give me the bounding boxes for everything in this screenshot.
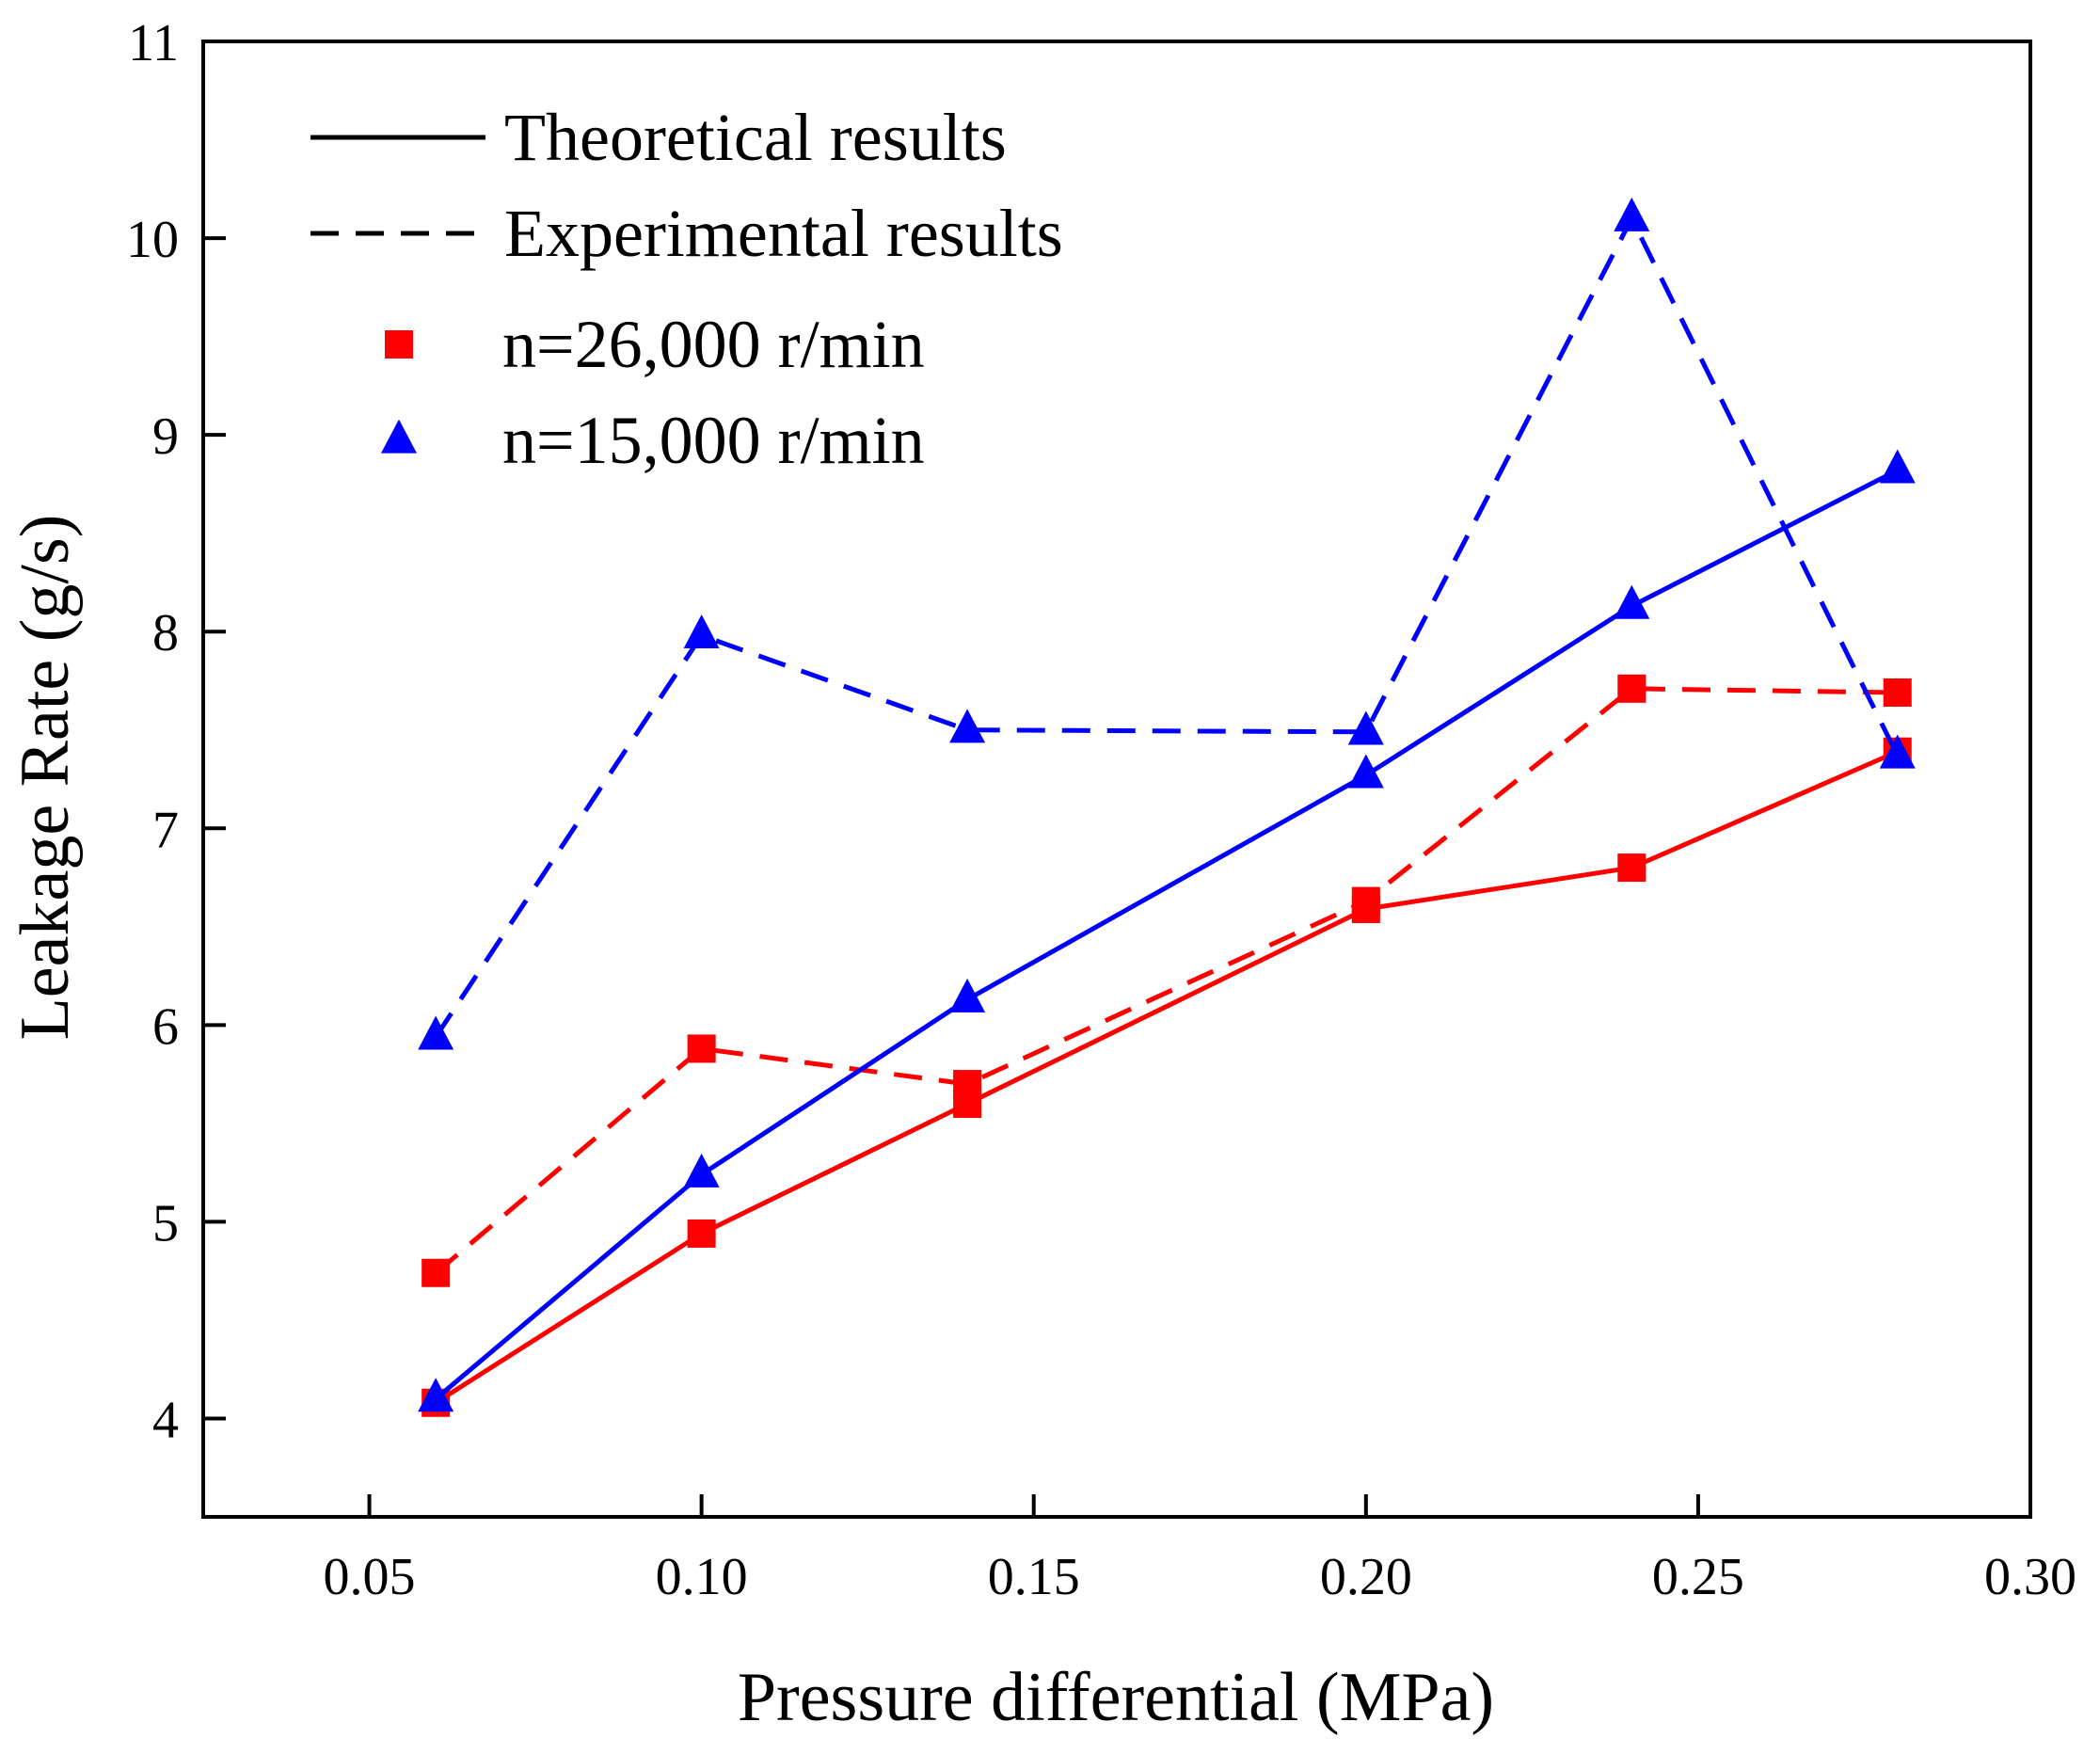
series-3-point-1 [418,1378,454,1412]
plot-frame [201,40,2032,1519]
legend-swatch-4 [381,419,417,454]
legend-swatch-3 [385,330,413,359]
y-tick-label-4: 7 [152,801,179,859]
series-2-point-4 [1351,886,1380,916]
series-4-line [434,215,1901,1039]
legend-entry-4: n=15,000 r/min [381,403,925,478]
ticks-layer: 0.05 0.10 0.15 0.20 0.25 0.30 4 5 6 7 8 9 10 11 [126,14,2076,1606]
y-tick-label-3: 6 [152,997,179,1056]
series-1-point-5 [1617,853,1647,883]
series-2-point-5 [1617,674,1647,703]
series-3-point-5 [1614,584,1650,619]
series-3 [418,449,1916,1412]
series-2-point-6 [1883,678,1912,708]
legend-label-3: n=26,000 r/min [502,307,925,382]
legend-label-2: Experimental results [504,196,1063,271]
series-1-point-2 [687,1219,716,1248]
series-4 [418,197,1916,1050]
series-3-point-4 [1347,754,1384,789]
series-4-point-1 [418,1015,454,1050]
y-tick-label-7: 10 [126,211,179,269]
series-2-point-2 [687,1034,716,1063]
x-tick-label-4: 0.20 [1320,1548,1412,1606]
series-4-point-3 [949,709,986,743]
y-tick-label-1: 4 [152,1391,179,1449]
x-tick-label-2: 0.10 [656,1548,748,1606]
y-tick-label-2: 5 [152,1194,179,1252]
x-tick-label-3: 0.15 [988,1548,1080,1606]
legend-entry-2: Experimental results [310,196,1063,271]
series-3-point-2 [683,1153,720,1188]
series-4-point-4 [1347,710,1384,745]
y-tick-label-5: 8 [152,604,179,662]
y-tick-label-6: 9 [152,407,179,466]
series-3-line [434,468,1899,1401]
x-axis-title: Pressure differential (MPa) [738,1659,1494,1736]
series-1-line [434,749,1899,1405]
series-4-point-5 [1614,197,1650,231]
x-tick-label-1: 0.05 [324,1548,416,1606]
series-2-point-1 [422,1258,451,1287]
x-tick-label-6: 0.30 [1984,1548,2076,1606]
series-2-line [434,686,1898,1275]
legend-label-1: Theoretical results [504,100,1007,175]
legend: Theoretical results Experimental results n… [310,100,1063,478]
series-layer [418,197,1916,1417]
y-axis-title: Leakage Rate (g/s) [7,515,84,1041]
legend-entry-3: n=26,000 r/min [385,307,925,382]
series-3-point-6 [1879,449,1916,484]
series-2-point-3 [953,1070,982,1099]
x-tick-label-5: 0.25 [1652,1548,1744,1606]
series-2 [422,674,1912,1287]
legend-entry-1: Theoretical results [310,100,1007,175]
series-4-point-2 [683,614,720,649]
y-tick-label-8: 11 [128,14,179,72]
series-4-point-6 [1879,734,1916,769]
series-3-point-3 [949,978,986,1013]
legend-label-4: n=15,000 r/min [502,403,925,478]
frame-layer [201,40,2032,1519]
